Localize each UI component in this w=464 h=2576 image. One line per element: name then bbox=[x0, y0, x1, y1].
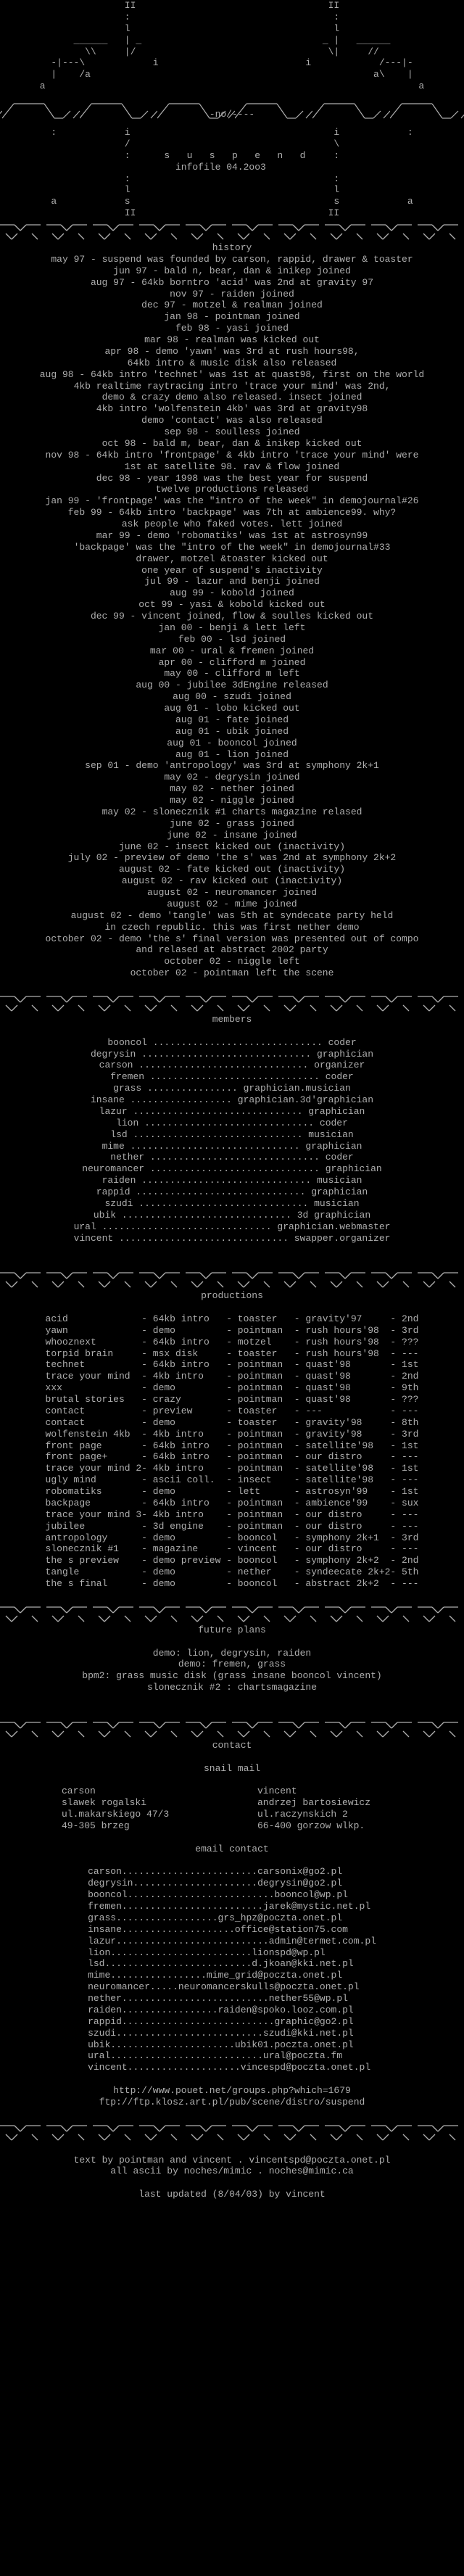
svg-text:-no/----: -no/---- bbox=[210, 109, 254, 120]
